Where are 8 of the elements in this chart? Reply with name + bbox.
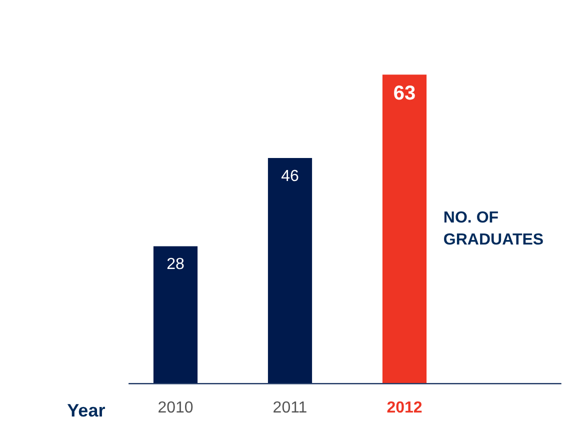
x-tick-label: 2010	[158, 400, 194, 417]
data-label: 46	[281, 168, 299, 185]
data-label: 28	[166, 256, 184, 274]
x-axis-title: Year	[67, 400, 106, 421]
x-tick-label: 2011	[272, 400, 308, 417]
data-label: 63	[393, 82, 416, 104]
y-axis-title: NO. OF GRADUATES	[443, 210, 544, 249]
x-tick-label: 2012	[386, 400, 422, 417]
